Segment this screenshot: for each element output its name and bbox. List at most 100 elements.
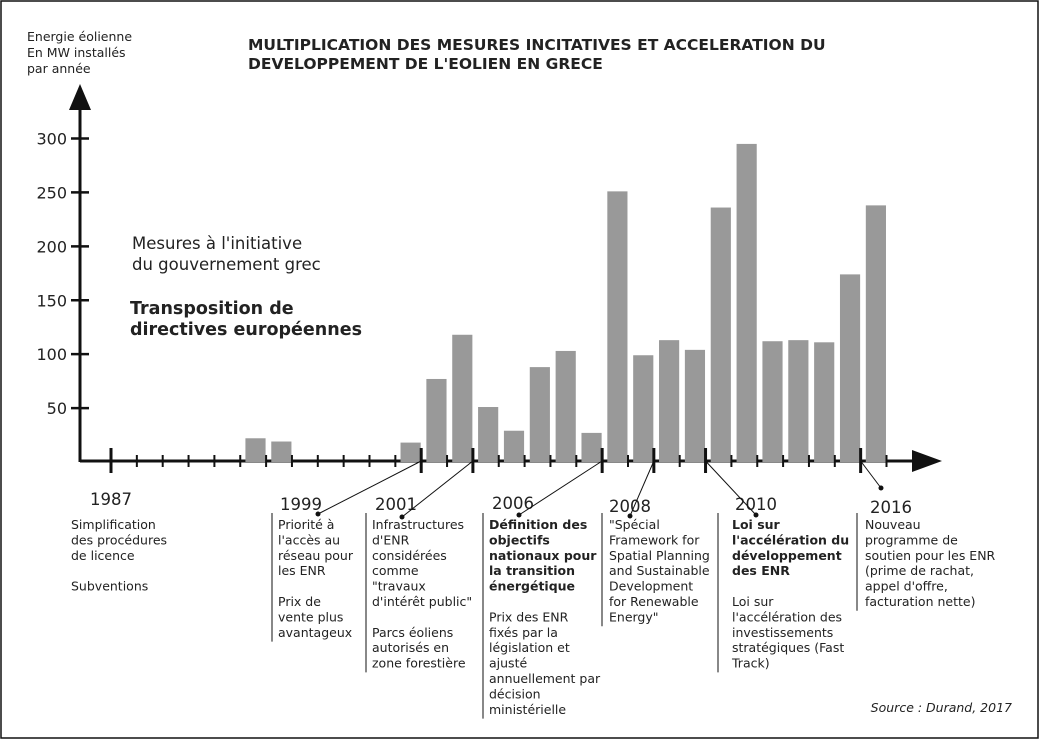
annotation-text: autorisés en [372, 640, 449, 655]
leader-line [401, 460, 474, 518]
annotation-text: Prix de [278, 594, 321, 609]
bar [245, 438, 266, 462]
leader-line [518, 460, 603, 516]
annotation-text: la transition [489, 563, 575, 578]
bar [452, 334, 473, 462]
x-tick-label: 2010 [735, 495, 777, 514]
annotation-text: Parcs éoliens [372, 625, 453, 640]
leader-line [317, 460, 422, 515]
annotation-text: vente plus [278, 609, 343, 624]
x-tick-label: 2001 [375, 495, 417, 514]
leader-dot [878, 485, 884, 491]
annotation-text: Spatial Planning [609, 548, 710, 563]
annotation-text: "travaux [372, 579, 426, 594]
annotation-text: (prime de rachat, [865, 563, 974, 578]
annotation-text: des procédures [71, 532, 167, 547]
annotation-text: and Sustainable [609, 563, 710, 578]
annotation-text: "Spécial [609, 517, 660, 532]
bar [503, 430, 525, 462]
annotation-text: Loi sur [732, 517, 781, 532]
y-tick-label: 150 [36, 291, 67, 310]
leader-dot [753, 512, 759, 518]
annotation-text: zone forestière [372, 656, 466, 671]
chart-title: MULTIPLICATION DES MESURES INCITATIVES E… [248, 36, 826, 54]
annotation-text: énergétique [489, 579, 575, 594]
x-tick-label: 2008 [609, 497, 651, 516]
annotation-text: nationaux pour [489, 548, 597, 563]
x-tick-label: 2006 [492, 494, 534, 513]
leader-line [860, 460, 882, 489]
bar [607, 191, 628, 463]
annotation-text: fixés par la [489, 625, 558, 640]
annotation-text: Infrastructures [372, 517, 464, 532]
y-axis-label: En MW installés [27, 45, 126, 60]
annotation-text: décision [489, 686, 541, 701]
y-tick-label: 250 [36, 183, 67, 202]
y-axis-label: Energie éolienne [27, 29, 132, 44]
annotation-text: Définition des [489, 517, 587, 532]
x-axis-arrow [912, 450, 942, 472]
legend-text: Transposition de [130, 299, 294, 319]
annotation-text: Subventions [71, 579, 148, 594]
y-tick-label: 100 [36, 345, 67, 364]
annotation-text: appel d'offre, [865, 579, 948, 594]
bar [400, 442, 421, 462]
bar [865, 205, 886, 463]
annotation-text: l'accélération des [732, 609, 842, 624]
annotation-text: annuellement par [489, 671, 601, 686]
bar [426, 378, 447, 462]
annotation-text: stratégiques (Fast [732, 640, 844, 655]
bar [659, 340, 680, 462]
leader-dot [516, 512, 522, 518]
annotation-text: Framework for [609, 532, 700, 547]
annotation-text: d'ENR [372, 532, 410, 547]
y-tick-label: 50 [47, 399, 67, 418]
annotation-text: des ENR [732, 563, 790, 578]
annotation-text: avantageux [278, 625, 352, 640]
annotation-text: Simplification [71, 517, 156, 532]
annotation-text: soutien pour les ENR [865, 548, 996, 563]
annotation-text: ajusté [489, 656, 527, 671]
source: Source : Durand, 2017 [871, 700, 1012, 715]
y-axis-arrow [69, 84, 91, 110]
bar [633, 355, 654, 462]
legend-text: du gouvernement grec [132, 255, 321, 274]
leader-dot [627, 513, 633, 519]
bar [839, 274, 861, 462]
bar [814, 342, 835, 462]
bar [788, 340, 809, 462]
annotation-text: développement [732, 548, 842, 563]
annotation-text: Nouveau [865, 517, 921, 532]
annotation-text: l'accès au [278, 532, 340, 547]
bar [762, 341, 783, 462]
bar [478, 407, 499, 462]
annotation-text: les ENR [278, 563, 326, 578]
annotation-text: considérées [372, 548, 447, 563]
bar [271, 441, 292, 462]
annotation-text: l'accélération du [732, 532, 849, 547]
annotation-text: Development [609, 579, 693, 594]
x-tick-label: 2016 [870, 498, 912, 517]
annotation-text: comme [372, 563, 419, 578]
leader-line [629, 460, 655, 517]
chart-title: DEVELOPPEMENT DE L'EOLIEN EN GRECE [248, 55, 603, 73]
legend-text: Mesures à l'initiative [132, 234, 302, 253]
annotation-text: Loi sur [732, 594, 774, 609]
annotation-text: for Renewable [609, 594, 699, 609]
annotation-text: d'intérêt public" [372, 594, 472, 609]
annotation-text: Prix des ENR [489, 609, 569, 624]
annotation-text: de licence [71, 548, 135, 563]
leader-dot [399, 514, 405, 520]
leader-line [705, 460, 757, 516]
y-axis-label: par année [27, 61, 91, 76]
y-tick-label: 200 [36, 237, 67, 256]
bar [736, 143, 757, 463]
x-tick-label: 1987 [90, 490, 132, 509]
annotation-text: réseau pour [278, 548, 354, 563]
annotation-text: législation et [489, 640, 570, 655]
x-tick-label: 1999 [280, 495, 322, 514]
annotation-text: objectifs [489, 532, 550, 547]
bar [555, 350, 576, 462]
